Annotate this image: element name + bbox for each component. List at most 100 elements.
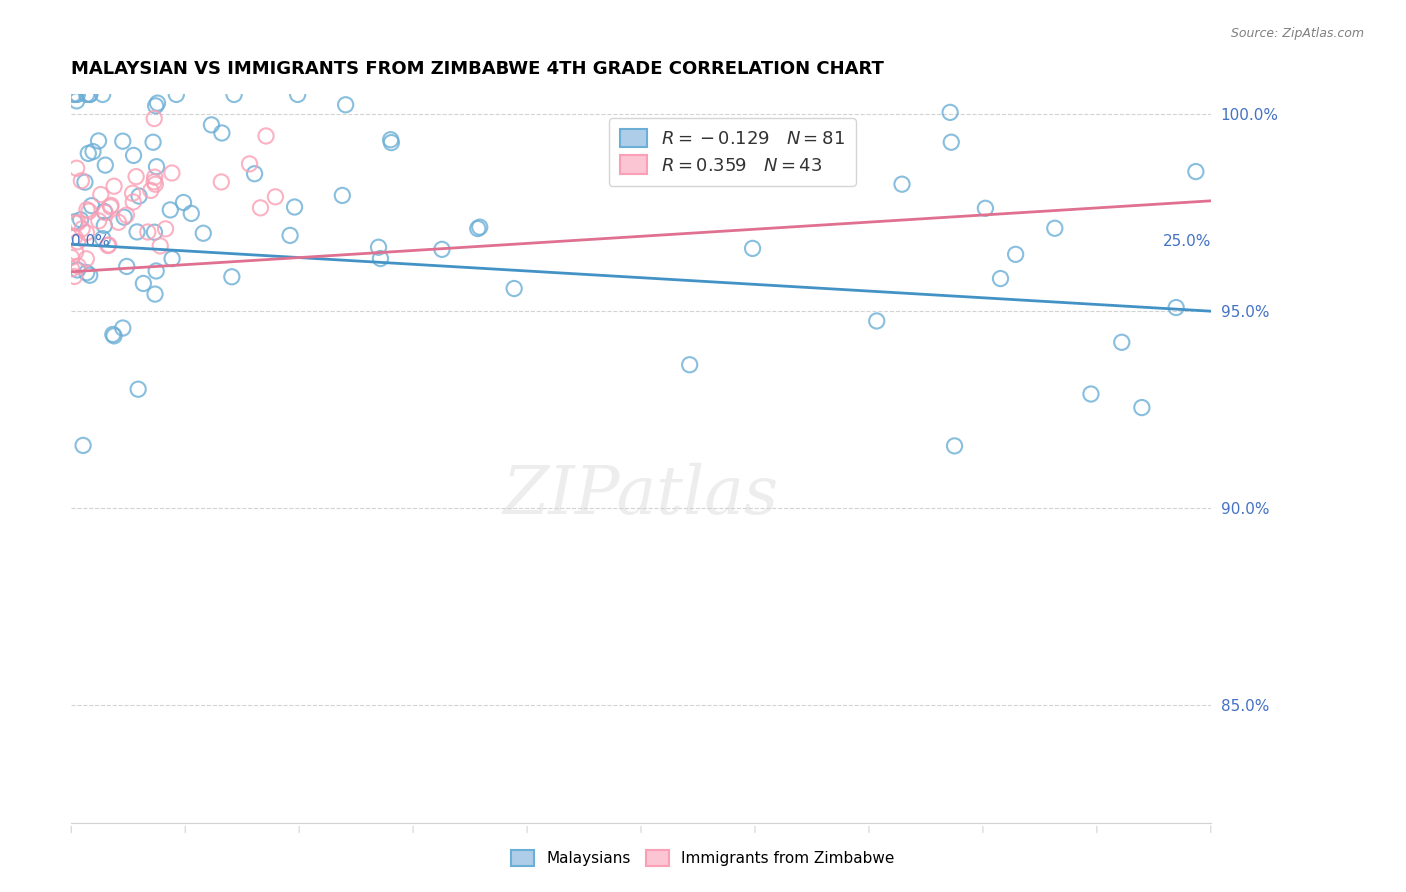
- Point: [1185, 164, 1208, 178]
- Point: [66, 94, 89, 108]
- Text: ZIPatlas: ZIPatlas: [503, 463, 779, 528]
- Point: [65, 245, 87, 260]
- Text: MALAYSIAN VS IMMIGRANTS FROM ZIMBABWE 4TH GRADE CORRELATION CHART: MALAYSIAN VS IMMIGRANTS FROM ZIMBABWE 4T…: [72, 60, 884, 78]
- Point: [122, 194, 145, 209]
- Point: [243, 167, 266, 181]
- Point: [287, 87, 309, 102]
- Point: [127, 382, 149, 396]
- Point: [103, 329, 125, 343]
- Point: [221, 269, 243, 284]
- Point: [146, 96, 169, 111]
- Point: [468, 220, 491, 235]
- Point: [79, 268, 101, 283]
- Point: [73, 175, 96, 189]
- Point: [69, 212, 91, 227]
- Point: [866, 314, 889, 328]
- Point: [101, 327, 124, 342]
- Point: [93, 204, 115, 219]
- Point: [160, 252, 183, 266]
- Point: [60, 261, 83, 276]
- Point: [132, 277, 155, 291]
- Legend: Malaysians, Immigrants from Zimbabwe: Malaysians, Immigrants from Zimbabwe: [502, 841, 904, 875]
- Point: [87, 214, 110, 228]
- Point: [97, 238, 120, 252]
- Text: 25.0%: 25.0%: [1163, 235, 1211, 250]
- Point: [264, 190, 287, 204]
- Point: [143, 225, 166, 239]
- Point: [155, 222, 177, 236]
- Point: [143, 175, 166, 189]
- Point: [80, 199, 103, 213]
- Point: [145, 160, 167, 174]
- Point: [70, 221, 93, 235]
- Point: [891, 177, 914, 191]
- Point: [125, 225, 148, 239]
- Point: [75, 252, 97, 266]
- Point: [143, 112, 166, 126]
- Point: [128, 189, 150, 203]
- Point: [200, 118, 222, 132]
- Point: [79, 87, 101, 102]
- Point: [97, 238, 120, 252]
- Point: [1166, 301, 1188, 315]
- Point: [330, 188, 353, 202]
- Point: [115, 208, 138, 222]
- Point: [380, 136, 402, 150]
- Point: [76, 87, 98, 102]
- Point: [1080, 387, 1102, 401]
- Point: [107, 215, 129, 229]
- Point: [93, 219, 115, 233]
- Point: [111, 321, 134, 335]
- Point: [77, 146, 100, 161]
- Point: [943, 439, 966, 453]
- Point: [91, 87, 114, 102]
- Point: [974, 201, 997, 215]
- Point: [160, 166, 183, 180]
- Point: [62, 87, 84, 102]
- Point: [142, 135, 165, 149]
- Point: [254, 128, 277, 143]
- Point: [111, 134, 134, 148]
- Point: [939, 105, 962, 120]
- Point: [79, 87, 101, 102]
- Point: [66, 235, 89, 249]
- Point: [165, 87, 187, 102]
- Point: [63, 230, 86, 244]
- Point: [63, 269, 86, 284]
- Point: [503, 281, 526, 295]
- Point: [100, 198, 122, 212]
- Point: [209, 175, 232, 189]
- Point: [87, 134, 110, 148]
- Point: [143, 170, 166, 185]
- Point: [159, 202, 181, 217]
- Point: [66, 87, 89, 102]
- Point: [63, 216, 86, 230]
- Point: [679, 358, 702, 372]
- Point: [67, 259, 90, 273]
- Point: [136, 225, 159, 239]
- Point: [145, 99, 167, 113]
- Point: [125, 169, 148, 184]
- Point: [112, 210, 135, 224]
- Point: [121, 186, 143, 201]
- Point: [741, 241, 763, 255]
- Point: [1130, 401, 1153, 415]
- Point: [143, 287, 166, 301]
- Point: [94, 158, 117, 172]
- Point: [139, 183, 162, 197]
- Point: [284, 200, 307, 214]
- Point: [367, 240, 389, 254]
- Point: [335, 97, 357, 112]
- Point: [115, 260, 138, 274]
- Point: [193, 226, 215, 240]
- Point: [65, 87, 87, 102]
- Point: [72, 438, 94, 452]
- Point: [60, 251, 83, 265]
- Point: [467, 221, 489, 235]
- Point: [238, 157, 260, 171]
- Point: [1111, 335, 1133, 350]
- Point: [77, 204, 100, 219]
- Point: [941, 135, 963, 149]
- Point: [63, 215, 86, 229]
- Legend: $R = -0.129$   $N =  81$, $R =  0.359$   $N =  43$: $R = -0.129$ $N = 81$, $R = 0.359$ $N = …: [609, 118, 856, 186]
